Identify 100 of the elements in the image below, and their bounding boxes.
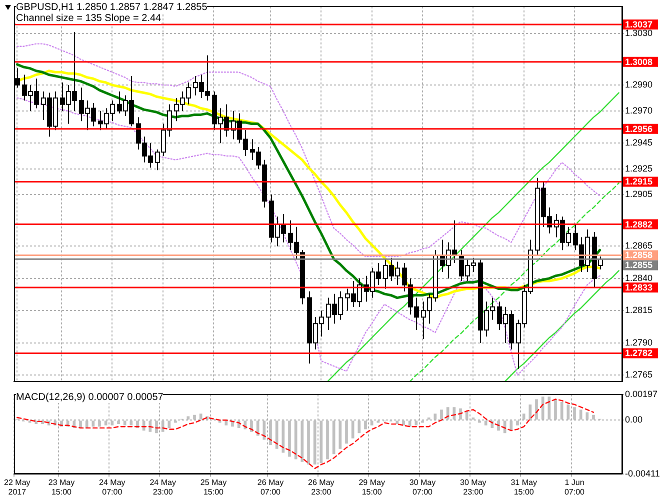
x-tick-label: 25 May 15:00 <box>200 478 227 496</box>
bar <box>332 420 336 454</box>
bar <box>294 420 298 460</box>
x-tick-label: 22 May 2017 <box>4 478 30 496</box>
y-tick-label: 1.2945 <box>625 138 653 148</box>
bar <box>199 414 202 420</box>
y-tick-label: 1.2790 <box>625 337 653 348</box>
bar <box>307 420 310 465</box>
x-tick-label: 24 May 23:00 <box>150 478 176 496</box>
y-tick-label: -0.00411 <box>625 468 660 478</box>
ref-line-label: 1.2855 <box>625 260 653 270</box>
y-tick-label: 1.2815 <box>625 305 653 316</box>
bar <box>408 420 412 427</box>
y-tick-label: 1.2925 <box>625 163 653 174</box>
chart-title: GBPUSD,H1 1.2850 1.2857 1.2847 1.2855 <box>16 2 208 13</box>
bar <box>548 396 551 420</box>
bar <box>528 404 532 420</box>
bar <box>573 407 576 420</box>
bar <box>326 420 329 460</box>
bar <box>300 420 304 462</box>
y-tick-label: 1.3030 <box>625 28 653 38</box>
bar <box>560 402 564 420</box>
bar <box>358 420 361 434</box>
bar <box>224 420 228 426</box>
x-tick-label: 1 Jun 07:00 <box>564 478 586 496</box>
bar <box>117 420 120 424</box>
bar <box>522 414 526 420</box>
annotation: Channel size = 135 Slope = 2.44 <box>16 13 162 24</box>
bar <box>130 420 133 426</box>
bar <box>345 420 348 444</box>
y-tick-label: 1.2765 <box>625 370 653 380</box>
bar <box>104 420 108 426</box>
ref-line-label: 1.2915 <box>625 176 653 187</box>
ref-line-label: 1.2956 <box>625 124 653 134</box>
bar <box>282 420 285 453</box>
line-series <box>16 43 600 258</box>
bar <box>510 420 513 431</box>
bar <box>497 420 500 431</box>
y-tick-label: 1.2990 <box>625 80 653 90</box>
y-tick-label: 0.00 <box>625 414 643 425</box>
bar <box>313 420 316 465</box>
bar <box>364 420 367 430</box>
bar <box>92 420 95 427</box>
bar <box>288 420 291 457</box>
bar <box>440 410 443 420</box>
x-tick-label: 29 May 15:00 <box>358 478 385 496</box>
bar <box>516 420 519 426</box>
ref-line-label: 1.3037 <box>625 19 653 30</box>
bar <box>98 420 101 427</box>
y-tick-label: 1.2840 <box>625 272 653 283</box>
x-tick-label: 30 May 07:00 <box>409 478 436 496</box>
bar <box>193 414 196 420</box>
y-tick-label: 1.2905 <box>625 189 653 200</box>
x-tick-label: 30 May 23:00 <box>460 478 486 496</box>
bar <box>168 420 171 428</box>
bar <box>465 410 468 420</box>
y-tick-label: 1.2970 <box>625 105 653 116</box>
ref-line-label: 1.3008 <box>625 56 653 67</box>
x-tick-label: 31 May 15:00 <box>510 478 537 496</box>
bar <box>123 420 126 426</box>
bar <box>452 407 456 420</box>
ref-line-label: 1.2882 <box>625 219 653 230</box>
bar <box>503 420 506 434</box>
chart-title: MACD(12,26,9) 0.00007 0.00057 <box>16 392 164 403</box>
bar <box>320 420 323 464</box>
bar <box>434 414 437 420</box>
bar <box>579 410 582 420</box>
bar <box>586 412 589 420</box>
bar <box>402 420 405 426</box>
bar <box>110 420 114 426</box>
x-tick-label: 24 May 07:00 <box>99 478 126 496</box>
bar <box>592 414 595 420</box>
ref-line-label: 1.2782 <box>625 348 653 358</box>
bar <box>484 420 488 426</box>
bar <box>370 420 374 426</box>
bar <box>414 420 418 426</box>
bar <box>256 420 260 436</box>
ref-line-label: 1.2833 <box>625 282 653 292</box>
x-tick-label: 26 May 23:00 <box>308 478 334 496</box>
ref-line-label: 1.2858 <box>625 250 653 260</box>
x-tick-label: 26 May 07:00 <box>257 478 284 496</box>
bar <box>554 399 557 420</box>
y-tick-label: 0.00197 <box>625 388 658 399</box>
bar <box>262 420 266 440</box>
bar <box>535 399 538 420</box>
bar <box>338 420 342 449</box>
bar <box>85 420 88 428</box>
bar <box>351 420 354 438</box>
bar <box>275 420 278 449</box>
bar <box>79 420 82 428</box>
x-tick-label: 23 May 15:00 <box>48 478 75 496</box>
y-tick-label: 1.2865 <box>625 240 653 251</box>
bar <box>155 420 158 434</box>
bar <box>541 396 544 420</box>
bar <box>396 420 399 424</box>
line-series <box>409 182 620 382</box>
bar <box>269 420 272 445</box>
bar <box>186 416 190 420</box>
bar <box>161 420 164 432</box>
bar <box>566 404 570 420</box>
